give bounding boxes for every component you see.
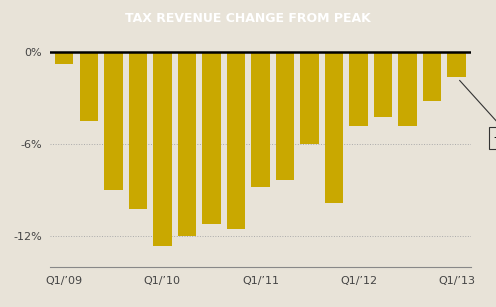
Bar [423, 52, 441, 101]
Bar [374, 52, 392, 117]
Bar [276, 52, 294, 180]
Bar [128, 52, 147, 209]
Bar [349, 52, 368, 126]
Bar [447, 52, 466, 77]
Bar [178, 52, 196, 236]
Bar [398, 52, 417, 126]
Bar [104, 52, 123, 190]
Bar [227, 52, 245, 229]
Text: TAX REVENUE CHANGE FROM PEAK: TAX REVENUE CHANGE FROM PEAK [125, 12, 371, 25]
Bar [251, 52, 270, 187]
Bar [300, 52, 318, 144]
Text: -1.6%: -1.6% [460, 80, 496, 144]
Bar [202, 52, 221, 224]
Bar [80, 52, 98, 121]
Bar [325, 52, 343, 203]
Bar [55, 52, 73, 64]
Bar [153, 52, 172, 246]
